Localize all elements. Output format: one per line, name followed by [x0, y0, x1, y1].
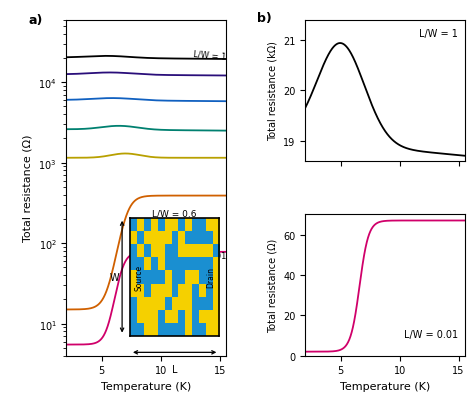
Text: b): b): [257, 12, 272, 25]
Y-axis label: Total resistance (Ω): Total resistance (Ω): [268, 238, 278, 333]
Text: a): a): [28, 14, 43, 27]
Text: L/W = 1: L/W = 1: [419, 29, 458, 39]
Text: W: W: [109, 272, 119, 282]
X-axis label: Temperature (K): Temperature (K): [101, 381, 191, 391]
Text: L: L: [172, 364, 177, 374]
Text: L/W = 1: L/W = 1: [193, 49, 227, 61]
Text: L/W = 0.01: L/W = 0.01: [404, 329, 458, 339]
Y-axis label: Total resistance (kΩ): Total resistance (kΩ): [268, 41, 278, 141]
Text: L/W = 0.01: L/W = 0.01: [181, 251, 227, 259]
Y-axis label: Total resistance (Ω): Total resistance (Ω): [23, 135, 33, 242]
X-axis label: Temperature (K): Temperature (K): [340, 381, 430, 391]
